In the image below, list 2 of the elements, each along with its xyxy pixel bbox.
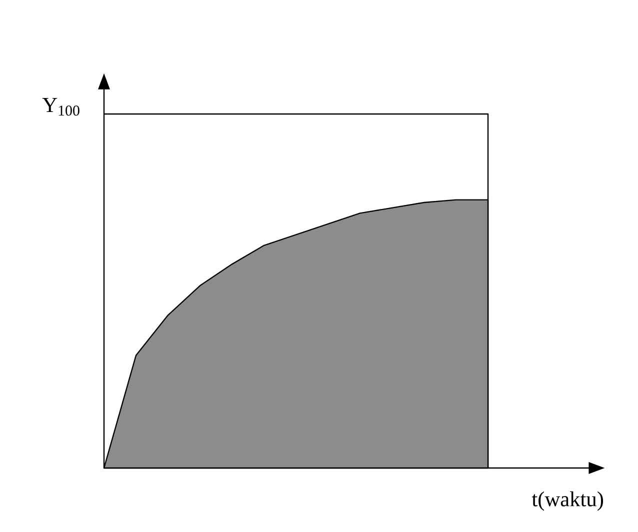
x-axis-title: t(waktu) bbox=[532, 491, 604, 511]
y-axis-title: Y$_{100}$ bbox=[42, 98, 80, 116]
